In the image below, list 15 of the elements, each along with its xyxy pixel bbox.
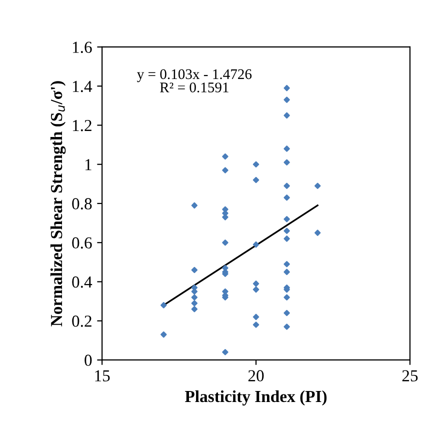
x-tick-label: 25 [402,370,418,382]
y-tick-label: 1.4 [72,80,92,92]
x-tick-label: 20 [248,370,264,382]
y-tick-label: 1.2 [72,120,92,132]
x-axis-title: Plasticity Index (PI) [185,390,327,406]
y-tick-label: 1 [85,159,92,170]
y-tick-label: 1.6 [72,42,92,53]
y-tick-label: 0.8 [72,198,92,210]
y-tick-label: 0.6 [72,237,92,249]
y-axis-title: Normalized Shear Strength (S$_{u}$/σ') [50,81,66,326]
y-tick-label: 0 [84,354,92,366]
y-tick-label: 0.2 [72,316,92,327]
x-tick-label: 15 [95,370,110,382]
y-tick-label: 0.4 [72,276,92,288]
annotation: y = 0.103x - 1.4726 R² = 0.1591 [137,69,252,92]
